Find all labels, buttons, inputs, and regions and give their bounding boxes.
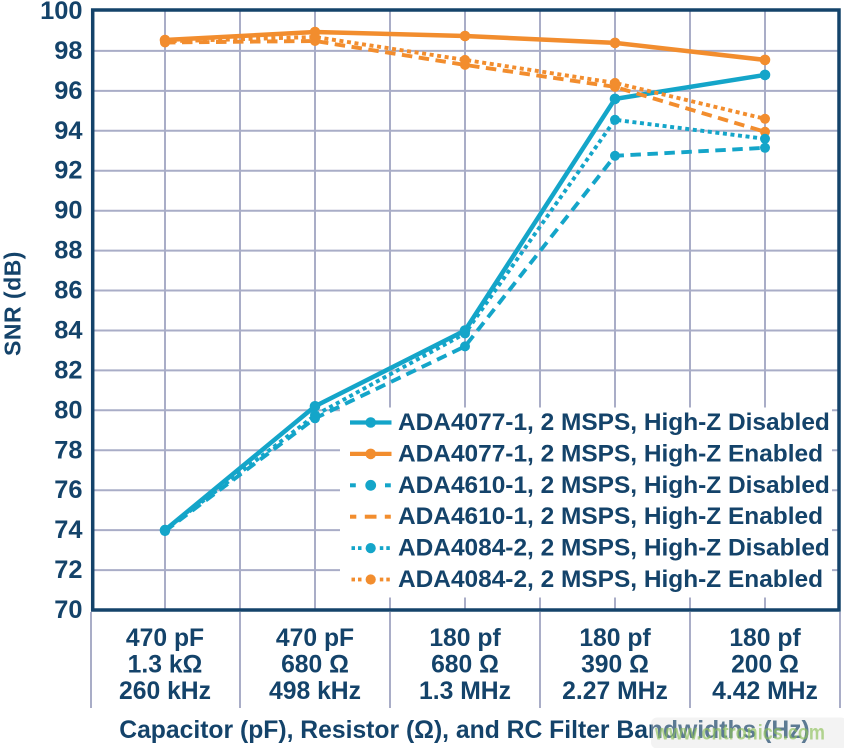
svg-text:200 Ω: 200 Ω <box>731 652 799 679</box>
svg-text:SNR (dB): SNR (dB) <box>0 251 26 356</box>
svg-text:260 kHz: 260 kHz <box>119 678 211 705</box>
svg-text:ADA4084-2, 2 MSPS, High-Z Enab: ADA4084-2, 2 MSPS, High-Z Enabled <box>398 566 823 593</box>
svg-text:680 Ω: 680 Ω <box>281 652 349 679</box>
svg-text:4.42 MHz: 4.42 MHz <box>712 678 818 705</box>
svg-text:2.27 MHz: 2.27 MHz <box>562 678 668 705</box>
svg-text:180 pf: 180 pf <box>579 625 651 652</box>
svg-text:498 kHz: 498 kHz <box>269 678 361 705</box>
svg-text:ADA4077-1, 2 MSPS, High-Z Enab: ADA4077-1, 2 MSPS, High-Z Enabled <box>398 440 823 467</box>
svg-text:1.3 MHz: 1.3 MHz <box>419 678 511 705</box>
svg-text:98: 98 <box>54 37 82 65</box>
svg-text:70: 70 <box>54 596 82 624</box>
svg-text:80: 80 <box>54 396 82 424</box>
svg-text:74: 74 <box>54 516 82 544</box>
svg-text:1.3 kΩ: 1.3 kΩ <box>128 652 203 679</box>
svg-text:100: 100 <box>40 0 82 25</box>
svg-text:ADA4610-1, 2 MSPS, High-Z Disa: ADA4610-1, 2 MSPS, High-Z Disabled <box>398 472 830 499</box>
svg-text:390 Ω: 390 Ω <box>581 652 649 679</box>
svg-text:84: 84 <box>54 317 82 345</box>
svg-text:180 pf: 180 pf <box>429 625 501 652</box>
svg-text:90: 90 <box>54 197 82 225</box>
svg-text:78: 78 <box>54 436 82 464</box>
svg-text:180 pf: 180 pf <box>729 625 801 652</box>
svg-text:Capacitor (pF), Resistor (Ω),: Capacitor (pF), Resistor (Ω), and RC Fil… <box>119 717 810 744</box>
svg-text:470 pF: 470 pF <box>126 625 204 652</box>
svg-text:www.cntronics.com: www.cntronics.com <box>654 721 825 744</box>
svg-text:72: 72 <box>54 556 82 584</box>
svg-text:82: 82 <box>54 356 82 384</box>
svg-text:92: 92 <box>54 157 82 185</box>
svg-text:ADA4077-1, 2 MSPS, High-Z Disa: ADA4077-1, 2 MSPS, High-Z Disabled <box>398 409 830 436</box>
svg-text:680 Ω: 680 Ω <box>431 652 499 679</box>
svg-text:ADA4084-2, 2 MSPS, High-Z Disa: ADA4084-2, 2 MSPS, High-Z Disabled <box>398 535 830 562</box>
svg-text:86: 86 <box>54 277 82 305</box>
svg-text:ADA4610-1, 2 MSPS, High-Z Enab: ADA4610-1, 2 MSPS, High-Z Enabled <box>398 503 823 530</box>
svg-text:94: 94 <box>54 117 82 145</box>
svg-text:76: 76 <box>54 476 82 504</box>
svg-text:96: 96 <box>54 77 82 105</box>
svg-text:88: 88 <box>54 237 82 265</box>
svg-text:470 pF: 470 pF <box>276 625 354 652</box>
